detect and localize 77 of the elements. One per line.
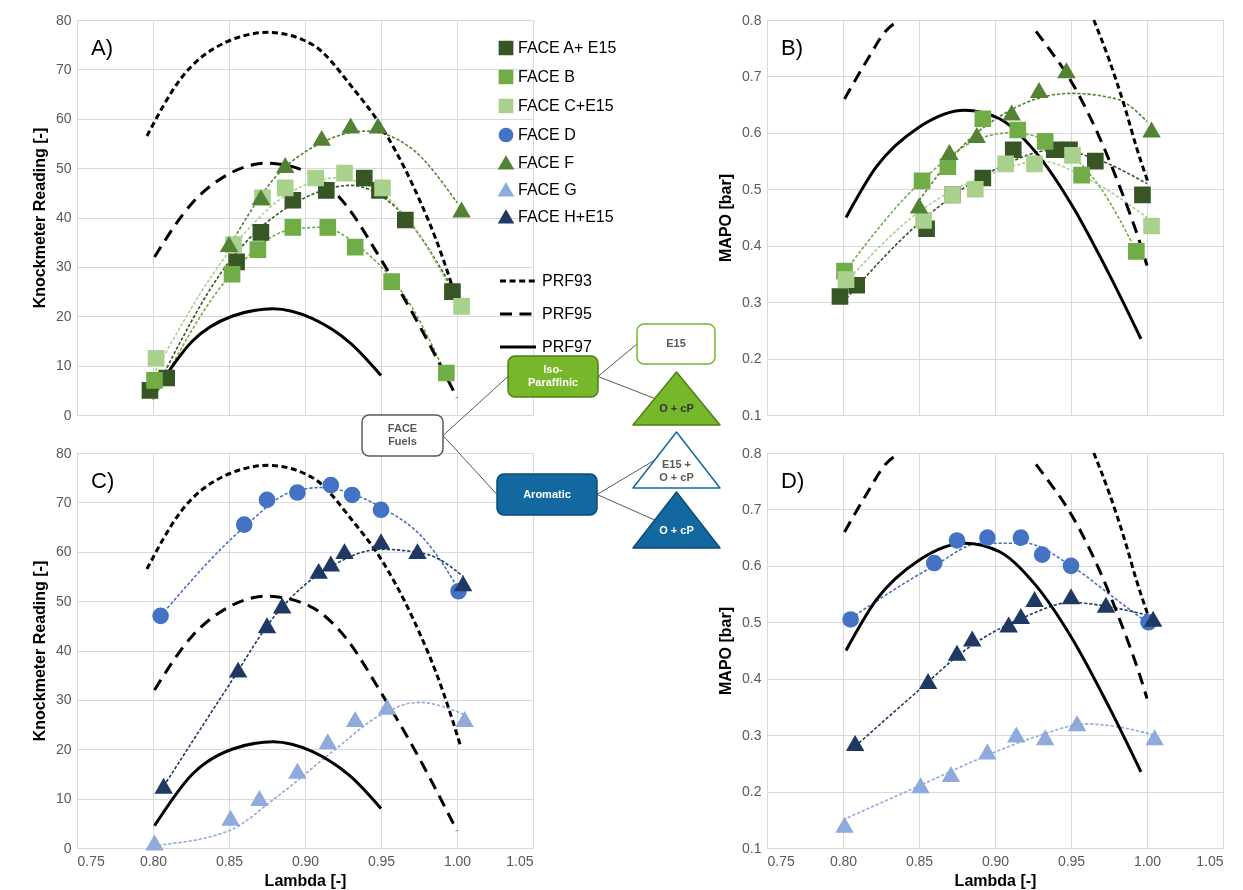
rounded-box: Iso-Paraffinic [507,355,599,398]
x-tick-label: 1.00 [443,852,472,869]
x-axis-title: Lambda [-] [954,871,1037,889]
y-tick-label: 50 [55,159,72,176]
rounded-box: E15 [636,323,716,365]
y-tick-label: 0.4 [742,237,762,254]
y-tick-label: 0.4 [742,670,762,687]
x-tick-label: 1.05 [1196,852,1224,869]
legend-label: FACE H+E15 [518,208,614,225]
text: C) [91,468,115,493]
y-tick-label: 60 [55,110,72,127]
x-tick-label: 0.80 [139,852,168,869]
y-axis-title: MAPO [bar] [717,174,735,262]
x-tick-label: 0.90 [291,852,320,869]
y-tick-label: 0.5 [742,180,762,197]
x-tick-label: 0.85 [905,852,934,869]
y-axis-title: Knockmeter Reading [-] [30,127,48,309]
y-tick-label: 0.3 [742,726,762,743]
annotation: Aromatic [523,487,571,500]
y-tick-label: 0.2 [742,350,762,367]
y-tick-label: 60 [55,543,72,560]
triangle-shape: O + cP [632,371,721,426]
y-tick-label: 0.8 [742,444,762,461]
rounded-box: Aromatic [496,473,598,516]
y-tick-label: 10 [55,790,72,807]
y-tick-label: 80 [55,444,72,461]
y-tick-label: 30 [55,258,72,275]
x-tick-label: 0.80 [829,852,858,869]
x-axis-title: Lambda [-] [264,871,347,889]
y-tick-label: 20 [55,740,72,757]
legend-label: FACE D [518,126,576,143]
y-tick-label: 80 [55,11,72,28]
y-tick-label: 0.1 [742,406,762,423]
x-tick-label: 0.85 [215,852,244,869]
y-tick-label: 70 [55,493,72,510]
legend-label: PRF97 [542,338,592,355]
y-tick-label: 40 [55,642,72,658]
y-tick-label: 50 [55,592,72,609]
y-tick-label: 0.5 [742,613,762,630]
x-tick-label: 0.75 [77,852,105,869]
legend-label: FACE C+E15 [518,97,614,114]
y-tick-label: 0.7 [742,67,762,84]
legend-label: FACE B [518,68,575,85]
y-tick-label: 0.1 [742,839,762,856]
triangle-shape: E15 + O + cP [632,431,721,489]
triangle-shape: O + cP [632,491,721,549]
y-tick-label: 0.2 [742,783,762,800]
y-tick-label: 0.6 [742,557,762,574]
y-tick-label: 40 [55,209,72,225]
y-tick-label: 0 [63,839,72,856]
x-tick-label: 1.00 [1133,852,1162,869]
x-tick-label: 0.95 [1057,852,1086,869]
text: B) [781,35,803,60]
rounded-box: FACE Fuels [361,414,444,457]
y-tick-label: 0.3 [742,293,762,310]
y-tick-label: 0.7 [742,500,762,517]
legend-label: PRF93 [542,272,592,289]
y-tick-label: 10 [55,357,72,374]
y-tick-label: 30 [55,691,72,708]
x-tick-label: 1.05 [506,852,534,869]
legend-label: FACE A+ E15 [518,39,617,56]
x-tick-label: 0.90 [981,852,1010,869]
text: A) [91,35,113,60]
x-tick-label: 0.95 [367,852,396,869]
annotation: Iso-Paraffinic [527,362,579,388]
text: D) [781,468,805,493]
legend-label: FACE F [518,154,575,171]
y-tick-label: 20 [55,307,72,324]
y-tick-label: 70 [55,60,72,77]
y-axis-title: Knockmeter Reading [-] [30,560,48,742]
y-tick-label: 0.6 [742,124,762,141]
legend-label: FACE G [518,181,577,198]
legend-label: PRF95 [542,305,592,322]
y-tick-label: 0 [63,406,72,423]
y-axis-title: MAPO [bar] [717,607,735,695]
x-tick-label: 0.75 [767,852,795,869]
y-tick-label: 0.8 [742,11,762,28]
